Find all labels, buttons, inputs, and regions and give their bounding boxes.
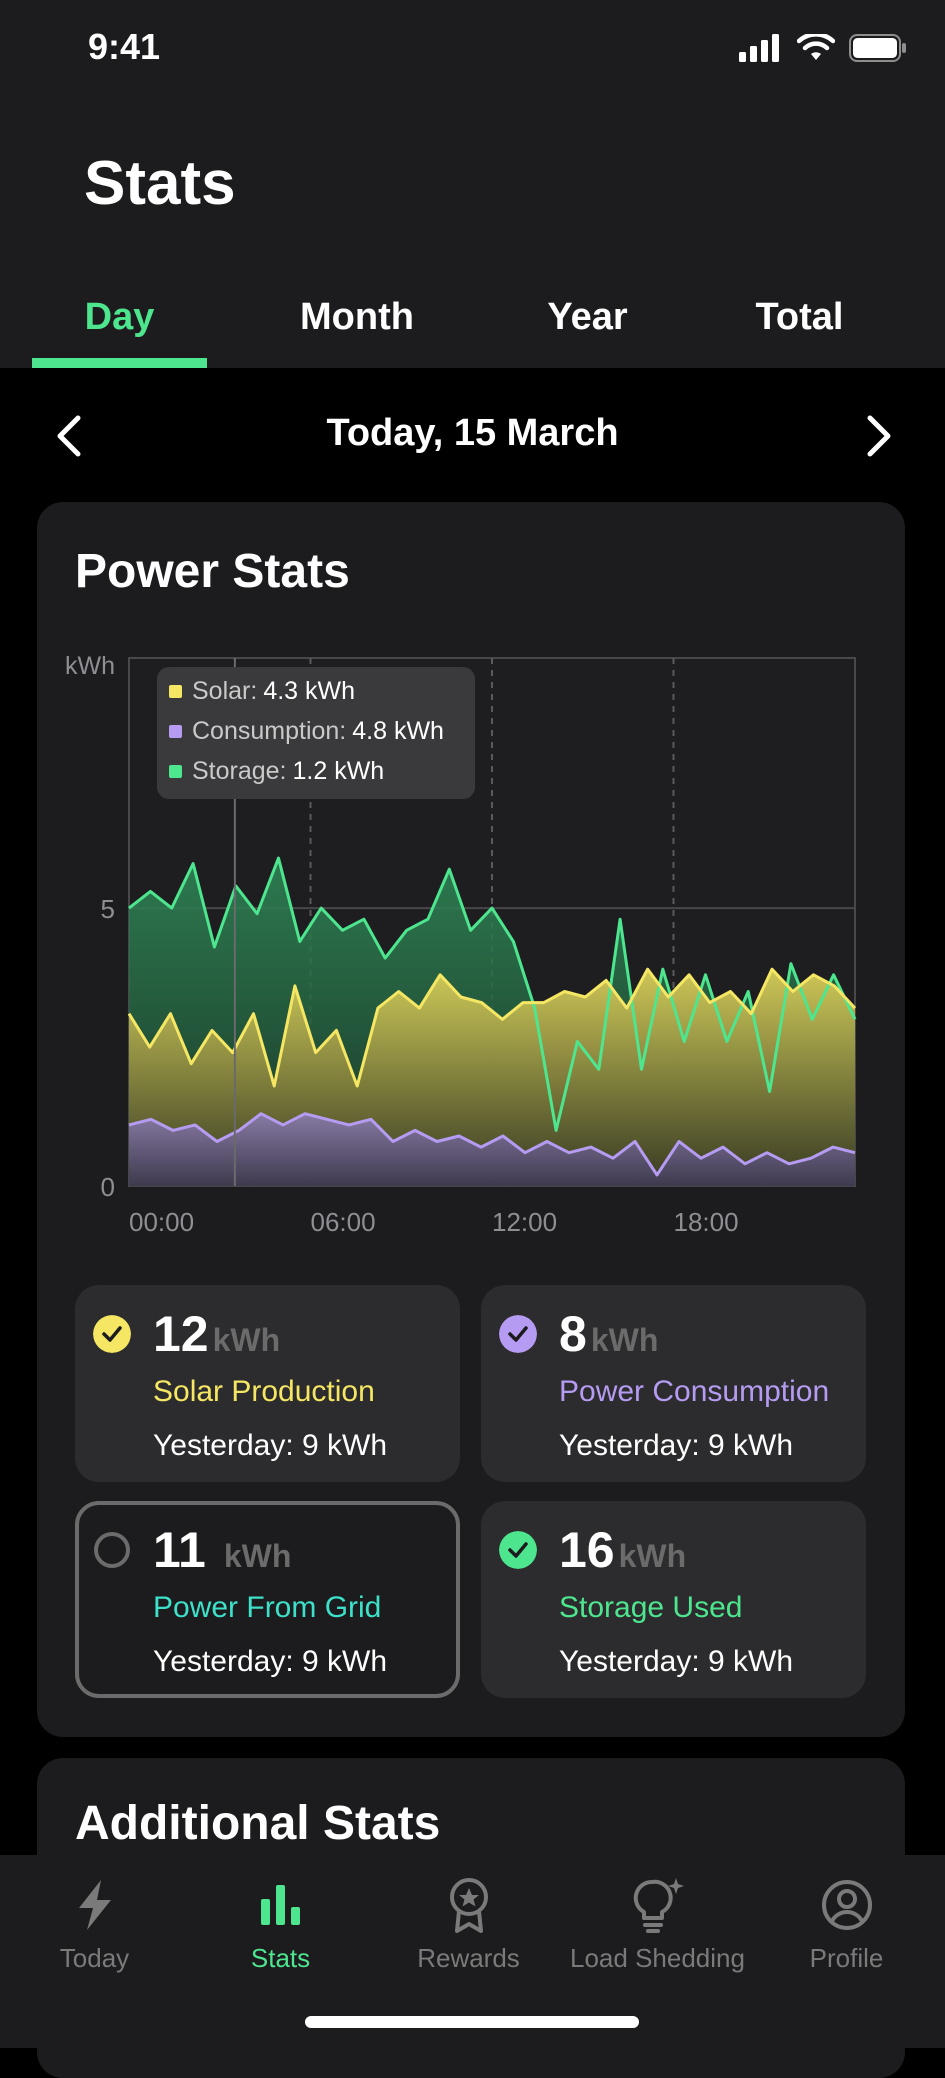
tile-name: Solar Production <box>153 1375 375 1408</box>
tooltip-row-solar: Solar: 4.3 kWh <box>169 677 355 706</box>
chart-lines <box>127 658 857 1186</box>
tile-number: 16 <box>559 1522 615 1578</box>
user-circle-icon <box>821 1880 872 1930</box>
tile-value: 12 kWh <box>153 1305 280 1363</box>
nav-label: Load Shedding <box>570 1943 745 1973</box>
tile-power-consumption[interactable]: 8 kWh Power Consumption Yesterday: 9 kWh <box>481 1285 866 1482</box>
tab-month[interactable]: Month <box>300 296 414 338</box>
tooltip-consumption-label: Consumption: <box>192 717 347 745</box>
x-tick-label: 00:00 <box>129 1207 194 1237</box>
bottom-nav: Today Stats Rewards <box>0 1855 945 2048</box>
status-time: 9:41 <box>88 26 161 67</box>
nav-item-today[interactable]: Today <box>0 1875 189 1974</box>
solar-swatch <box>169 685 182 698</box>
solar-line <box>127 967 857 1088</box>
tile-number: 8 <box>559 1306 587 1362</box>
consumption-area <box>129 1113 855 1186</box>
lightbulb-icon <box>633 1878 684 1933</box>
nav-label: Profile <box>809 1943 884 1973</box>
empty-circle-icon[interactable] <box>93 1531 131 1569</box>
tab-underline <box>32 358 207 368</box>
nav-item-profile[interactable]: Profile <box>752 1875 941 1974</box>
chart-areas <box>129 858 855 1186</box>
chart-axis-labels: 0 5 kWh 00:00 06:00 12:00 18:00 <box>65 652 739 1237</box>
power-stats-card: Power Stats 0 5 kWh 00:00 06:00 12:00 18:00 So… <box>37 502 905 1737</box>
tile-yesterday: Yesterday: 9 kWh <box>559 1429 794 1462</box>
tile-unit: kWh <box>212 1322 281 1358</box>
consumption-line <box>128 1112 856 1177</box>
tooltip-row-consumption: Consumption: 4.8 kWh <box>169 717 444 746</box>
header: Stats Day Month Year Total <box>0 100 945 368</box>
tooltip-solar-value: 4.3 kWh <box>263 677 356 705</box>
battery-icon <box>849 34 906 62</box>
bar-chart-icon <box>260 1885 300 1925</box>
page-title: Stats <box>84 149 236 218</box>
check-circle-icon[interactable] <box>499 1531 537 1569</box>
x-tick-label: 18:00 <box>674 1207 739 1237</box>
tile-yesterday: Yesterday: 9 kWh <box>559 1645 794 1678</box>
tile-unit: kWh <box>618 1538 687 1574</box>
nav-item-load-shedding[interactable]: Load Shedding <box>563 1875 752 1974</box>
storage-swatch <box>169 765 182 778</box>
tile-value: 11 kWh <box>153 1521 291 1579</box>
y-tick-label: 5 <box>101 894 115 924</box>
tooltip-row-storage: Storage: 1.2 kWh <box>169 757 384 786</box>
tile-name: Power Consumption <box>559 1375 830 1408</box>
signal-icon <box>739 34 779 62</box>
lightning-icon <box>78 1880 111 1930</box>
x-tick-label: 06:00 <box>311 1207 376 1237</box>
date-nav: Today, 15 March <box>0 368 945 503</box>
additional-stats-title: Additional Stats <box>75 1797 441 1850</box>
tile-number: 12 <box>153 1306 209 1362</box>
chart-tooltip: Solar: 4.3 kWh Consumption: 4.8 kWh Stor… <box>157 667 475 799</box>
tooltip-solar-label: Solar: <box>192 677 258 705</box>
power-chart[interactable]: 0 5 kWh 00:00 06:00 12:00 18:00 <box>37 622 905 1242</box>
power-stats-title: Power Stats <box>75 545 350 598</box>
tile-storage-used[interactable]: 16 kWh Storage Used Yesterday: 9 kWh <box>481 1501 866 1698</box>
tile-name: Storage Used <box>559 1591 743 1624</box>
x-tick-label: 12:00 <box>492 1207 557 1237</box>
nav-item-rewards[interactable]: Rewards <box>374 1875 563 1974</box>
status-icons <box>739 34 907 62</box>
tile-yesterday: Yesterday: 9 kWh <box>153 1645 388 1678</box>
check-circle-icon[interactable] <box>499 1315 537 1353</box>
storage-line <box>128 856 857 1132</box>
tile-value: 16 kWh <box>559 1521 686 1579</box>
tile-unit: kWh <box>590 1322 659 1358</box>
chevron-right-icon[interactable] <box>852 412 900 460</box>
date-label: Today, 15 March <box>326 412 619 454</box>
tile-number: 11 <box>153 1522 206 1578</box>
wifi-icon <box>797 34 835 60</box>
tooltip-storage-value: 1.2 kWh <box>292 757 385 785</box>
nav-item-stats[interactable]: Stats <box>186 1875 375 1974</box>
tile-value: 8 kWh <box>559 1305 658 1363</box>
tab-day[interactable]: Day <box>84 296 155 338</box>
tile-unit: kWh <box>223 1538 292 1574</box>
nav-label: Rewards <box>417 1943 520 1973</box>
tile-solar-production[interactable]: 12 kWh Solar Production Yesterday: 9 kWh <box>75 1285 460 1482</box>
home-indicator <box>305 2016 639 2028</box>
tooltip-consumption-value: 4.8 kWh <box>352 717 444 745</box>
nav-label: Today <box>59 1943 130 1973</box>
medal-icon <box>449 1878 488 1933</box>
nav-label: Stats <box>250 1943 311 1973</box>
tile-power-from-grid[interactable]: 11 kWh Power From Grid Yesterday: 9 kWh <box>75 1501 460 1698</box>
tab-year[interactable]: Year <box>547 296 628 338</box>
y-axis-label: kWh <box>65 652 115 680</box>
y-tick-label: 0 <box>101 1172 115 1202</box>
tab-total[interactable]: Total <box>755 296 844 338</box>
consumption-swatch <box>169 725 182 738</box>
tooltip-storage-label: Storage: <box>192 757 287 785</box>
check-circle-icon[interactable] <box>93 1315 131 1353</box>
tab-bar: Day Month Year Total <box>0 280 945 368</box>
chevron-left-icon[interactable] <box>48 412 96 460</box>
tile-yesterday: Yesterday: 9 kWh <box>153 1429 388 1462</box>
status-bar: 9:41 <box>0 0 945 100</box>
tile-name: Power From Grid <box>153 1591 382 1624</box>
